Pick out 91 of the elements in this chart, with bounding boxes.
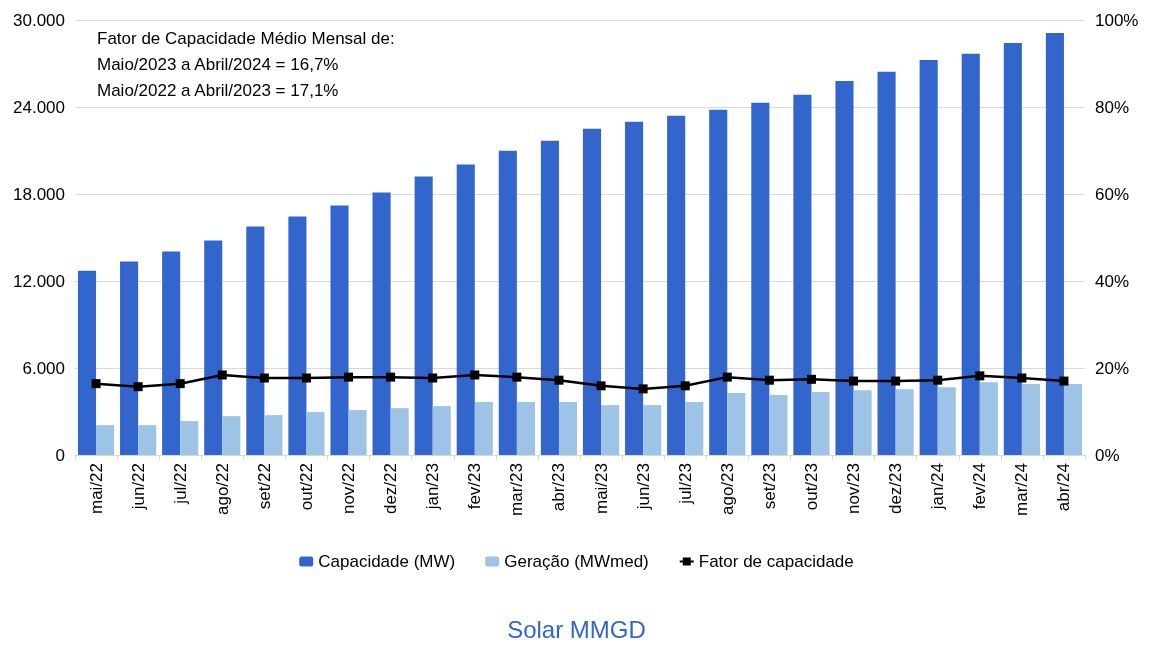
bar: [306, 412, 325, 455]
x-tick-label: nov/22: [339, 463, 359, 515]
bar: [330, 205, 349, 455]
bar: [601, 405, 620, 455]
bar: [769, 395, 788, 455]
bar: [709, 109, 728, 455]
bar: [96, 425, 115, 455]
legend-label: Capacidade (MW): [318, 552, 456, 571]
bar: [667, 115, 686, 455]
x-tick-label: fev/24: [970, 463, 990, 510]
x-tick-label: dez/22: [381, 463, 401, 515]
bar: [414, 176, 433, 455]
bar: [372, 192, 391, 455]
y-tick-label: 18.000: [13, 184, 65, 204]
bar: [456, 164, 475, 455]
bar: [516, 402, 535, 455]
x-tick-label: ago/22: [212, 463, 232, 515]
x-tick-label: out/22: [296, 463, 316, 511]
bar: [77, 270, 97, 455]
x-tick-label: mai/23: [591, 463, 611, 515]
x-tick-label: jun/23: [633, 463, 653, 511]
bar: [1021, 384, 1040, 455]
bar: [138, 425, 157, 455]
x-tick-label: jul/23: [675, 463, 695, 505]
bar: [877, 71, 896, 455]
bar: [540, 140, 559, 455]
bar: [120, 261, 139, 455]
bar: [727, 393, 746, 455]
y2-tick-label: 20%: [1095, 358, 1130, 378]
y-tick-label: 24.000: [13, 97, 65, 117]
annotation: Maio/2023 a Abril/2024 = 16,7%: [97, 55, 339, 74]
annotation: Maio/2022 a Abril/2023 = 17,1%: [97, 81, 339, 100]
y2-tick-label: 40%: [1095, 271, 1130, 291]
x-tick-label: nov/23: [844, 463, 864, 515]
x-tick-label: fev/23: [465, 463, 485, 510]
annotation: Fator de Capacidade Médio Mensal de:: [97, 29, 395, 48]
bar: [348, 410, 367, 455]
bar: [1045, 32, 1064, 455]
x-tick-label: jan/24: [928, 463, 948, 511]
y-tick-label: 12.000: [13, 271, 65, 291]
y2-tick-label: 60%: [1095, 184, 1130, 204]
x-tick-label: mai/22: [86, 463, 106, 515]
legend-label: Geração (MWmed): [504, 552, 649, 571]
bar: [264, 415, 283, 455]
bar: [204, 240, 223, 455]
y2-tick-label: 100%: [1095, 10, 1139, 30]
bar: [853, 390, 872, 455]
y-tick-label: 30.000: [13, 10, 65, 30]
x-tick-label: abr/24: [1054, 463, 1074, 512]
bar: [919, 59, 938, 455]
y2-tick-label: 0%: [1095, 445, 1120, 465]
x-tick-label: set/23: [759, 463, 779, 510]
x-tick-label: jan/23: [423, 463, 443, 511]
bar: [432, 406, 451, 455]
bar: [222, 416, 241, 455]
y2-tick-label: 80%: [1095, 97, 1130, 117]
bar: [162, 251, 181, 455]
y-tick-label: 0: [55, 445, 65, 465]
bar: [246, 226, 265, 455]
bar: [625, 121, 644, 455]
bar: [793, 94, 812, 455]
x-tick-label: dez/23: [886, 463, 906, 515]
bar: [979, 382, 998, 455]
bar: [180, 421, 199, 455]
x-tick-label: jun/22: [128, 463, 148, 511]
bar: [835, 80, 854, 455]
x-tick-label: abr/23: [549, 463, 569, 512]
bar: [390, 408, 409, 455]
x-tick-label: out/23: [801, 463, 821, 511]
x-tick-label: set/22: [254, 463, 274, 510]
x-tick-label: ago/23: [717, 463, 737, 515]
bar: [1003, 42, 1022, 455]
bar: [1063, 384, 1083, 455]
bar: [895, 389, 914, 455]
legend-label: Fator de capacidade: [698, 552, 854, 571]
bar: [643, 405, 662, 455]
bar: [474, 402, 493, 455]
bar: [288, 216, 307, 455]
bar: [498, 150, 517, 455]
bar: [937, 387, 956, 455]
bar: [685, 402, 704, 455]
bar: [582, 128, 602, 455]
bar: [811, 392, 830, 455]
bar: [961, 53, 980, 455]
x-tick-label: mar/24: [1012, 463, 1032, 516]
x-tick-label: jul/22: [170, 463, 190, 505]
x-tick-label: mar/23: [507, 463, 527, 516]
y-tick-label: 6.000: [22, 358, 65, 378]
text: Solar MMGD: [507, 615, 646, 643]
bar: [751, 102, 770, 455]
bar: [558, 402, 578, 455]
